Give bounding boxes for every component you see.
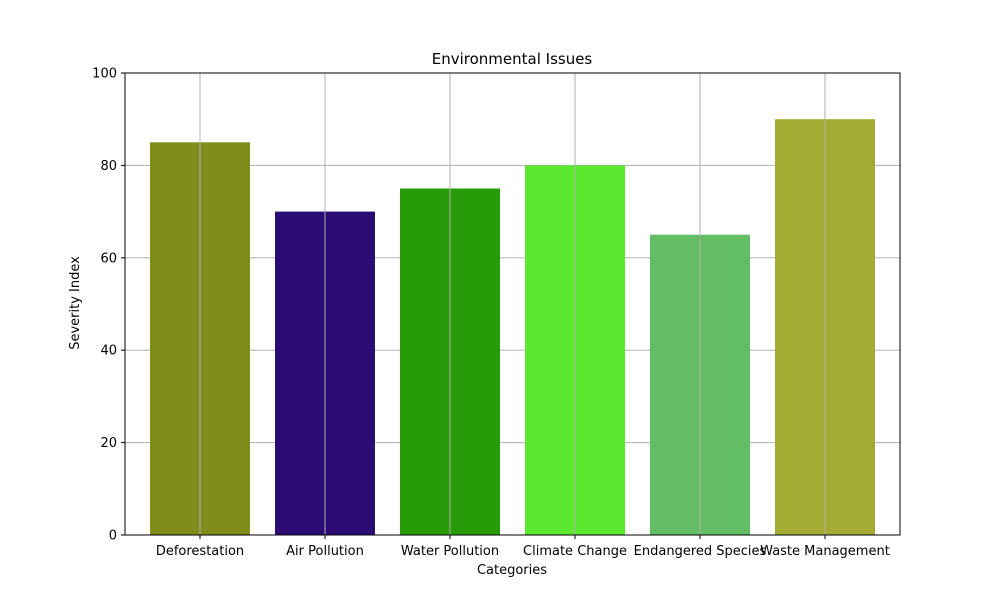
y-axis-ticks: 0 20 40 60 80 100 [92,67,125,544]
y-tick-label: 40 [100,344,117,359]
y-axis-label: Severity Index [68,256,83,350]
y-tick-label: 80 [100,159,117,174]
y-tick-label: 60 [100,251,117,266]
x-axis-ticks: Deforestation Air Pollution Water Pollutio… [156,535,890,559]
y-tick-label: 20 [100,436,117,451]
x-tick-label: Water Pollution [401,544,499,559]
x-tick-label: Deforestation [156,544,244,559]
bars [150,119,875,536]
y-tick-label: 100 [92,67,117,82]
x-tick-label: Air Pollution [286,544,364,559]
x-tick-label: Waste Management [760,544,890,559]
y-tick-label: 0 [109,529,117,544]
x-axis-label: Categories [477,563,547,578]
chart-title: Environmental Issues [432,50,593,68]
vertical-grid-lines [199,73,826,535]
x-tick-label: Endangered Species [634,544,767,559]
plot-frame [124,72,901,536]
x-tick-label: Climate Change [523,544,627,559]
